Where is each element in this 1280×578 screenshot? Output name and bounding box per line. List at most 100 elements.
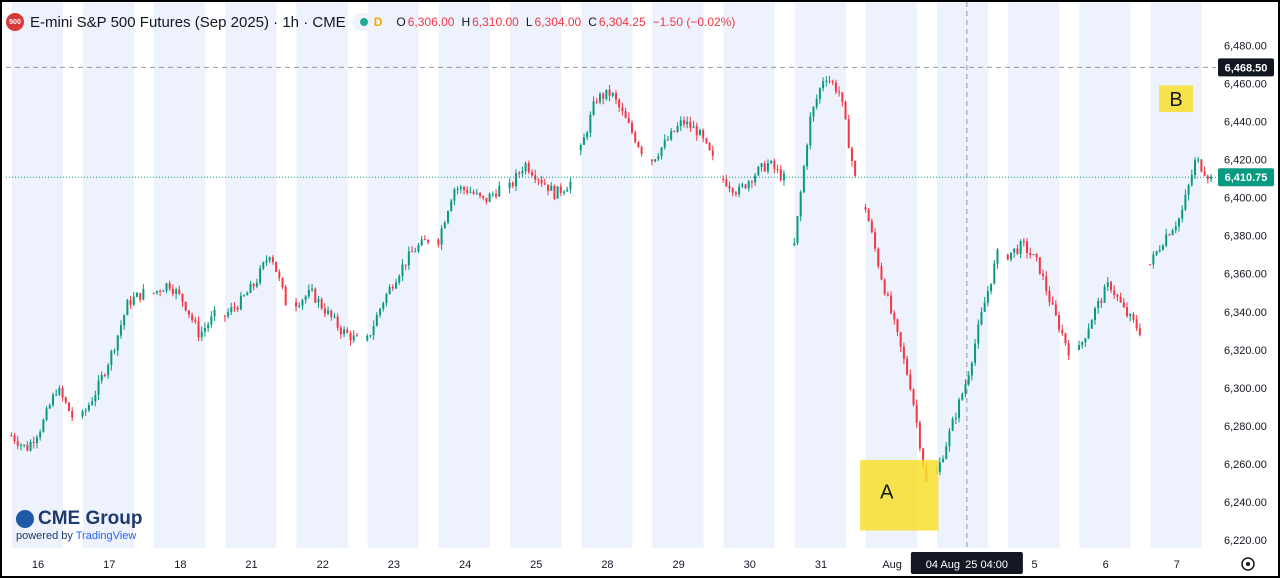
symbol-title[interactable]: E-mini S&P 500 Futures (Sep 2025) · 1h ·… — [30, 13, 346, 31]
candle — [708, 142, 711, 151]
candle — [530, 169, 533, 177]
candle — [13, 432, 16, 445]
candle-body — [246, 292, 249, 296]
candle-body — [369, 335, 372, 337]
candle-body — [135, 292, 138, 297]
time-tick-label: 16 — [32, 559, 44, 571]
candle-body — [456, 189, 459, 191]
candle — [640, 145, 643, 157]
candle — [110, 349, 113, 371]
candle — [521, 166, 524, 177]
candle — [938, 457, 941, 476]
ohlc-low-label: L — [525, 15, 533, 29]
price-tick-label: 6,260.00 — [1224, 459, 1267, 471]
annotation-b-box[interactable] — [1159, 85, 1194, 113]
candle-body — [1042, 273, 1045, 277]
settings-icon[interactable] — [1241, 557, 1255, 571]
candle — [673, 130, 676, 133]
candle — [1181, 205, 1184, 223]
candle — [268, 256, 271, 264]
candle-body — [323, 308, 326, 314]
candle-body — [84, 410, 87, 412]
candle-body — [64, 397, 67, 403]
time-tick-label: 21 — [245, 559, 257, 571]
candle-body — [1061, 329, 1064, 334]
candle — [728, 181, 731, 193]
candle — [233, 302, 236, 312]
candle — [654, 158, 657, 163]
candle-body — [414, 251, 417, 253]
candle-body — [634, 132, 637, 143]
candle-body — [271, 257, 274, 262]
candle-body — [485, 197, 488, 202]
candle-body — [168, 283, 171, 289]
candle-body — [611, 93, 614, 96]
candle — [734, 190, 737, 197]
candle — [491, 191, 494, 198]
cme-branding[interactable]: CME Group powered by TradingView — [16, 508, 166, 542]
candle — [909, 369, 912, 391]
candle — [375, 311, 378, 327]
candle — [1051, 296, 1054, 306]
candle — [611, 91, 614, 98]
candle-body — [187, 310, 190, 315]
candle — [453, 187, 456, 206]
candle-body — [850, 148, 853, 161]
candle-body — [1006, 254, 1009, 260]
candle-body — [1187, 184, 1190, 195]
candle — [97, 375, 100, 400]
candle — [252, 282, 255, 291]
candle-body — [382, 302, 385, 309]
candle-body — [776, 168, 779, 170]
candle — [1158, 245, 1161, 253]
candle-body — [547, 184, 550, 191]
session-band — [82, 2, 135, 548]
candle — [103, 373, 106, 378]
candle — [782, 170, 785, 186]
session-band — [1150, 2, 1202, 548]
candle — [847, 114, 850, 149]
candle — [239, 291, 242, 311]
candle — [621, 102, 624, 116]
session-band — [11, 2, 63, 548]
candle — [893, 310, 896, 325]
candle-body — [48, 405, 51, 409]
candle-body — [630, 122, 633, 133]
market-status[interactable]: D — [351, 13, 391, 31]
candle-body — [320, 299, 323, 309]
candle — [537, 178, 540, 186]
time-tick-label: 5 — [1031, 559, 1037, 571]
candle-body — [388, 286, 391, 294]
candle-body — [942, 458, 945, 462]
candle-body — [725, 178, 728, 187]
candle — [1013, 248, 1016, 258]
candle — [320, 297, 323, 311]
candle — [1119, 292, 1122, 304]
candle — [524, 161, 527, 175]
candle — [1006, 253, 1009, 261]
candle-body — [100, 375, 103, 381]
candle — [970, 361, 973, 381]
annotation-a-box[interactable] — [860, 460, 939, 531]
candle — [1042, 269, 1045, 281]
candle — [55, 389, 58, 397]
candle — [608, 84, 611, 102]
candle-body — [838, 91, 841, 93]
candle-body — [779, 169, 782, 181]
candle-body — [1097, 300, 1100, 309]
candle-body — [427, 239, 430, 243]
candle-body — [275, 261, 278, 272]
candle — [48, 403, 51, 410]
candle — [459, 185, 462, 194]
candle — [295, 298, 298, 312]
price-tick-label: 6,360.00 — [1224, 269, 1267, 281]
candle — [942, 455, 945, 463]
candle — [1129, 313, 1132, 322]
candle-body — [1200, 159, 1203, 172]
crosshair-price-box — [1218, 58, 1274, 77]
candle-body — [689, 121, 692, 128]
candle-body — [1010, 252, 1013, 260]
candle — [152, 292, 155, 295]
candle-body — [178, 289, 181, 294]
